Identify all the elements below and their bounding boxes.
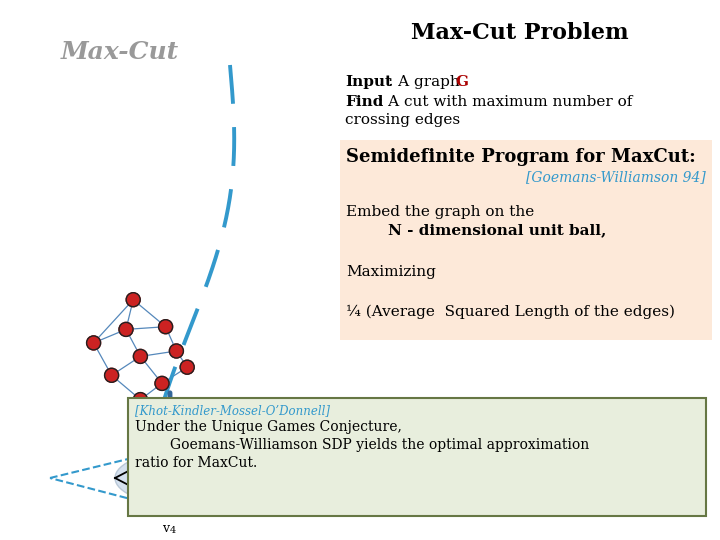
Text: Goemans-Williamson SDP yields the optimal approximation: Goemans-Williamson SDP yields the optima… [135, 438, 589, 452]
Text: ¼ (Average  Squared Length of the edges): ¼ (Average Squared Length of the edges) [346, 305, 675, 319]
Circle shape [133, 349, 148, 363]
Text: Embed the graph on the: Embed the graph on the [346, 205, 534, 219]
Text: crossing edges: crossing edges [345, 113, 460, 127]
Text: Max-Cut: Max-Cut [61, 40, 179, 64]
Text: Max-Cut Problem: Max-Cut Problem [411, 22, 629, 44]
Text: v: v [156, 439, 162, 448]
Text: Find: Find [345, 95, 383, 109]
Circle shape [158, 320, 173, 334]
Ellipse shape [115, 450, 255, 505]
Circle shape [169, 344, 184, 358]
Text: [Goemans-Williamson 94]: [Goemans-Williamson 94] [526, 170, 706, 184]
Text: Input: Input [345, 75, 392, 89]
Text: Maximizing: Maximizing [346, 265, 436, 279]
Text: ratio for MaxCut.: ratio for MaxCut. [135, 456, 257, 470]
Circle shape [133, 393, 148, 407]
Text: v: v [162, 522, 169, 535]
Text: : A graph: : A graph [388, 75, 464, 89]
Text: [Khot-Kindler-Mossel-O’Donnell]: [Khot-Kindler-Mossel-O’Donnell] [135, 404, 330, 417]
Text: : A cut with maximum number of: : A cut with maximum number of [378, 95, 632, 109]
Circle shape [180, 360, 194, 374]
Circle shape [104, 368, 119, 382]
Circle shape [86, 336, 101, 350]
Text: Under the Unique Games Conjecture,: Under the Unique Games Conjecture, [135, 420, 402, 434]
Text: N - dimensional unit ball,: N - dimensional unit ball, [346, 223, 606, 237]
Circle shape [126, 293, 140, 307]
FancyBboxPatch shape [128, 398, 706, 516]
Text: G: G [455, 75, 468, 89]
Circle shape [155, 376, 169, 390]
Text: 4: 4 [170, 526, 176, 535]
Circle shape [119, 322, 133, 336]
FancyBboxPatch shape [340, 140, 712, 340]
Text: v: v [262, 471, 268, 481]
Text: Semidefinite Program for MaxCut:: Semidefinite Program for MaxCut: [346, 148, 696, 166]
